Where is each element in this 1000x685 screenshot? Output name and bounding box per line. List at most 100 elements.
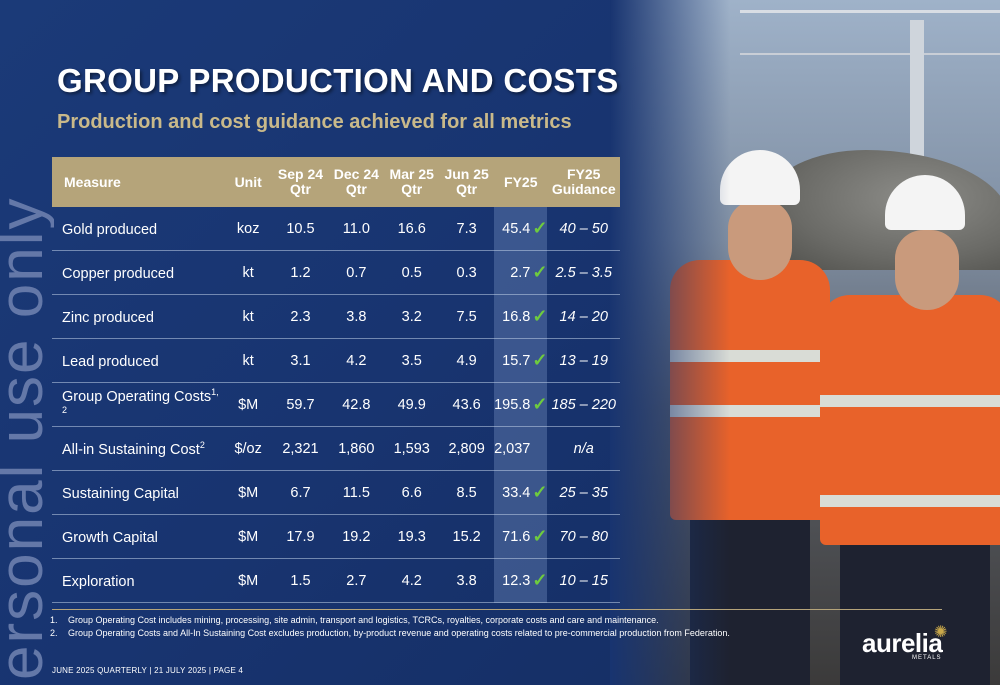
- cell-dec24: 0.7: [328, 250, 385, 295]
- cell-mar25: 6.6: [384, 470, 440, 515]
- header-mar25: Mar 25 Qtr: [384, 157, 440, 207]
- table-row: Copper produced kt 1.2 0.7 0.5 0.3 2.7 ✓ 2.5 – 3…: [52, 250, 620, 295]
- cell-sep24: 59.7: [272, 382, 329, 427]
- cell-measure: Gold produced: [52, 207, 224, 251]
- cell-fy25: 15.7: [494, 338, 533, 383]
- cell-fy25: 45.4: [494, 207, 533, 251]
- cell-dec24: 19.2: [328, 514, 385, 559]
- footnotes: 1. Group Operating Cost includes mining, …: [50, 614, 730, 640]
- cell-check: ✓: [532, 207, 548, 251]
- cell-dec24: 1,860: [328, 426, 385, 471]
- logo-star-icon: ✺: [934, 624, 948, 641]
- cell-sep24: 3.1: [272, 338, 329, 383]
- cell-measure: Copper produced: [52, 250, 224, 295]
- cell-dec24: 42.8: [328, 382, 385, 427]
- cell-measure: Group Operating Costs1, 2: [52, 382, 224, 427]
- cell-fy25: 16.8: [494, 294, 533, 339]
- cell-guidance: 13 – 19: [547, 338, 620, 383]
- cell-jun25: 7.5: [439, 294, 495, 339]
- cell-measure: All-in Sustaining Cost2: [52, 426, 224, 471]
- table-row: Lead produced kt 3.1 4.2 3.5 4.9 15.7 ✓ 13 – 19: [52, 338, 620, 383]
- cell-measure: Sustaining Capital: [52, 470, 224, 515]
- footnote-2: 2. Group Operating Costs and All-In Susta…: [50, 628, 730, 638]
- cell-fy25: 12.3: [494, 558, 533, 603]
- cell-sep24: 2,321: [272, 426, 329, 471]
- page-subtitle: Production and cost guidance achieved fo…: [57, 111, 572, 133]
- cell-dec24: 3.8: [328, 294, 385, 339]
- cell-unit: $M: [223, 382, 273, 427]
- check-icon: ✓: [532, 262, 548, 282]
- cell-measure: Zinc produced: [52, 294, 224, 339]
- header-guidance: FY25 Guidance: [547, 157, 620, 207]
- cell-measure: Lead produced: [52, 338, 224, 383]
- cell-mar25: 3.5: [384, 338, 440, 383]
- cell-check: ✓: [532, 294, 548, 339]
- cell-jun25: 8.5: [439, 470, 495, 515]
- cell-measure: Exploration: [52, 558, 224, 603]
- table-row: Sustaining Capital $M 6.7 11.5 6.6 8.5 33.4 ✓ 25…: [52, 470, 620, 515]
- cell-mar25: 3.2: [384, 294, 440, 339]
- cell-guidance: 2.5 – 3.5: [547, 250, 620, 295]
- cell-guidance: 185 – 220: [547, 382, 620, 427]
- aurelia-logo: aurelia ✺ METALS: [862, 622, 972, 662]
- check-icon: ✓: [532, 570, 548, 590]
- cell-guidance: 40 – 50: [547, 207, 620, 251]
- header-measure: Measure: [52, 157, 224, 207]
- header-unit: Unit: [223, 157, 273, 207]
- side-watermark: ersonal use only: [0, 160, 54, 685]
- check-icon: ✓: [532, 350, 548, 370]
- cell-unit: $M: [223, 514, 273, 559]
- cell-jun25: 7.3: [439, 207, 495, 251]
- cell-check: ✓: [532, 470, 548, 515]
- cell-unit: $/oz: [223, 426, 273, 471]
- cell-guidance: 70 – 80: [547, 514, 620, 559]
- cell-mar25: 1,593: [384, 426, 440, 471]
- cell-measure: Growth Capital: [52, 514, 224, 559]
- header-dec24: Dec 24 Qtr: [328, 157, 385, 207]
- cell-check: ✓: [532, 514, 548, 559]
- cell-unit: kt: [223, 294, 273, 339]
- cell-check: ✓: [532, 338, 548, 383]
- cell-dec24: 4.2: [328, 338, 385, 383]
- cell-unit: kt: [223, 250, 273, 295]
- cell-jun25: 2,809: [439, 426, 495, 471]
- check-icon: ✓: [532, 218, 548, 238]
- cell-unit: $M: [223, 470, 273, 515]
- table-row: Growth Capital $M 17.9 19.2 19.3 15.2 71.6 ✓ 70 …: [52, 514, 620, 559]
- header-fy25: FY25: [494, 157, 548, 207]
- table-row: Exploration $M 1.5 2.7 4.2 3.8 12.3 ✓ 10 – 15: [52, 558, 620, 603]
- cell-mar25: 16.6: [384, 207, 440, 251]
- cell-fy25: 33.4: [494, 470, 533, 515]
- cell-check: ✓: [532, 382, 548, 427]
- cell-mar25: 49.9: [384, 382, 440, 427]
- production-table: Measure Unit Sep 24 Qtr Dec 24 Qtr Mar 25 Q…: [52, 157, 620, 603]
- cell-sep24: 10.5: [272, 207, 329, 251]
- footnote-ref: 2: [199, 439, 205, 450]
- check-icon: ✓: [532, 394, 548, 414]
- cell-check: ✓: [532, 558, 548, 603]
- cell-sep24: 17.9: [272, 514, 329, 559]
- header-sep24: Sep 24 Qtr: [272, 157, 329, 207]
- cell-fy25: 2,037: [494, 426, 533, 471]
- cell-guidance: 14 – 20: [547, 294, 620, 339]
- cell-dec24: 11.5: [328, 470, 385, 515]
- logo-metals: METALS: [912, 655, 942, 661]
- cell-dec24: 11.0: [328, 207, 385, 251]
- cell-check: ✓: [532, 250, 548, 295]
- cell-sep24: 1.5: [272, 558, 329, 603]
- check-icon: ✓: [532, 526, 548, 546]
- footer-divider: [52, 609, 942, 610]
- logo-word: aurelia: [862, 628, 943, 658]
- footnote-ref: 1, 2: [62, 386, 219, 415]
- crane-structure: [740, 10, 1000, 55]
- cell-fy25: 2.7: [494, 250, 533, 295]
- cell-sep24: 6.7: [272, 470, 329, 515]
- check-icon: ✓: [532, 306, 548, 326]
- cell-guidance: n/a: [547, 426, 620, 471]
- page-title: GROUP PRODUCTION AND COSTS: [57, 62, 619, 99]
- footnote-1: 1. Group Operating Cost includes mining, …: [50, 615, 659, 625]
- watermark-text: ersonal use only: [0, 197, 54, 681]
- cell-mar25: 19.3: [384, 514, 440, 559]
- cell-unit: $M: [223, 558, 273, 603]
- workers-photo: [610, 0, 1000, 685]
